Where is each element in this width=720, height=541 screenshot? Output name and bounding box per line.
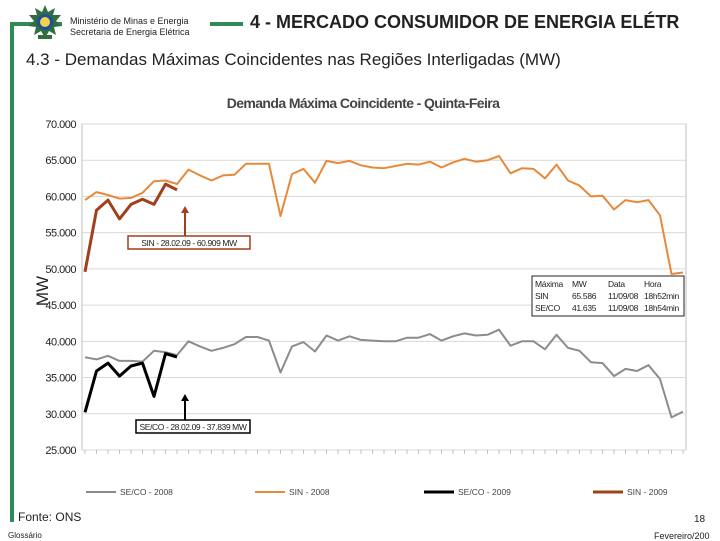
y-tick-label: 65.000	[45, 155, 76, 167]
frame-top-bar-right	[210, 22, 243, 26]
series-line-se-co-2008	[84, 328, 684, 419]
y-tick-label: 70.000	[45, 119, 76, 131]
table-cell: 41.635	[572, 303, 597, 313]
table-cell: SIN	[535, 291, 548, 301]
chart-title: Demanda Máxima Coincidente - Quinta-Feir…	[227, 95, 500, 111]
summary-table	[531, 275, 685, 317]
series-line-se-co-2009	[83, 352, 178, 413]
frame-left-bar	[10, 22, 14, 522]
table-header-cell: Data	[608, 279, 625, 289]
annotation-arrow-head	[181, 206, 189, 213]
page-subtitle: 4.3 - Demandas Máximas Coincidentes nas …	[26, 50, 561, 69]
legend-label: SIN - 2008	[289, 487, 330, 497]
glossary-link[interactable]: Glossário	[8, 531, 42, 540]
annotation-box	[135, 419, 251, 434]
table-cell: 18h54min	[644, 303, 680, 313]
brazil-coat-of-arms-icon	[28, 5, 62, 39]
series-line-sin-2008	[84, 155, 684, 275]
y-tick-label: 35.000	[45, 373, 76, 385]
ministry-line1: Ministério de Minas e Energia	[70, 16, 189, 26]
legend-label: SE/CO - 2009	[458, 487, 511, 497]
y-tick-label: 40.000	[45, 336, 76, 348]
annotation-arrow-head	[181, 394, 189, 401]
footer-date: Fevereiro/200	[654, 531, 710, 541]
table-cell: SE/CO	[535, 303, 561, 313]
annotation-box	[127, 235, 251, 250]
table-cell: 11/09/08	[608, 291, 639, 301]
table-header-cell: Hora	[644, 279, 662, 289]
ministry-block: Ministério de Minas e Energia Secretaria…	[70, 16, 190, 38]
annotation-label: SIN - 28.02.09 - 60.909 MW	[141, 238, 237, 248]
y-axis-label: MW	[33, 276, 52, 306]
legend-label: SE/CO - 2008	[120, 487, 173, 497]
page-title: 4 - MERCADO CONSUMIDOR DE ENERGIA ELÉTR	[250, 12, 680, 32]
demand-line-chart: Demanda Máxima Coincidente - Quinta-Feir…	[33, 95, 687, 497]
legend-label: SIN - 2009	[627, 487, 668, 497]
annotation-label: SE/CO - 28.02.09 - 37.839 MW	[140, 422, 247, 432]
page-number: 18	[694, 514, 706, 525]
ministry-line2: Secretaria de Energia Elétrica	[70, 27, 190, 37]
table-cell: 18h52min	[644, 291, 680, 301]
table-cell: 65.586	[572, 291, 597, 301]
table-header-cell: Máxima	[535, 279, 564, 289]
y-tick-label: 25.000	[45, 445, 76, 457]
source-note: Fonte: ONS	[18, 510, 82, 524]
series-line-sin-2009	[83, 182, 178, 273]
y-tick-label: 30.000	[45, 409, 76, 421]
y-tick-label: 50.000	[45, 264, 76, 276]
table-cell: 11/09/08	[608, 303, 639, 313]
y-tick-label: 55.000	[45, 228, 76, 240]
table-header-cell: MW	[572, 279, 587, 289]
y-tick-label: 60.000	[45, 191, 76, 203]
y-tick-label: 45.000	[45, 300, 76, 312]
